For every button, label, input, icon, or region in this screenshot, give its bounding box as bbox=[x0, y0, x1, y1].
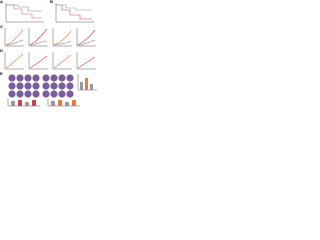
survival-plot-a bbox=[5, 3, 44, 23]
colony-dishes bbox=[8, 74, 74, 98]
panel-label: B bbox=[50, 0, 53, 4]
panel-label: D bbox=[0, 48, 3, 53]
panel-label: A bbox=[0, 0, 3, 4]
survival-plot-b bbox=[55, 3, 94, 23]
figure: A B C D E bbox=[0, 0, 97, 107]
small-plots bbox=[4, 52, 96, 70]
panel-label: C bbox=[0, 24, 3, 29]
growth-plots bbox=[4, 28, 96, 47]
panel-label: E bbox=[0, 71, 3, 76]
bar-plots bbox=[7, 74, 97, 107]
